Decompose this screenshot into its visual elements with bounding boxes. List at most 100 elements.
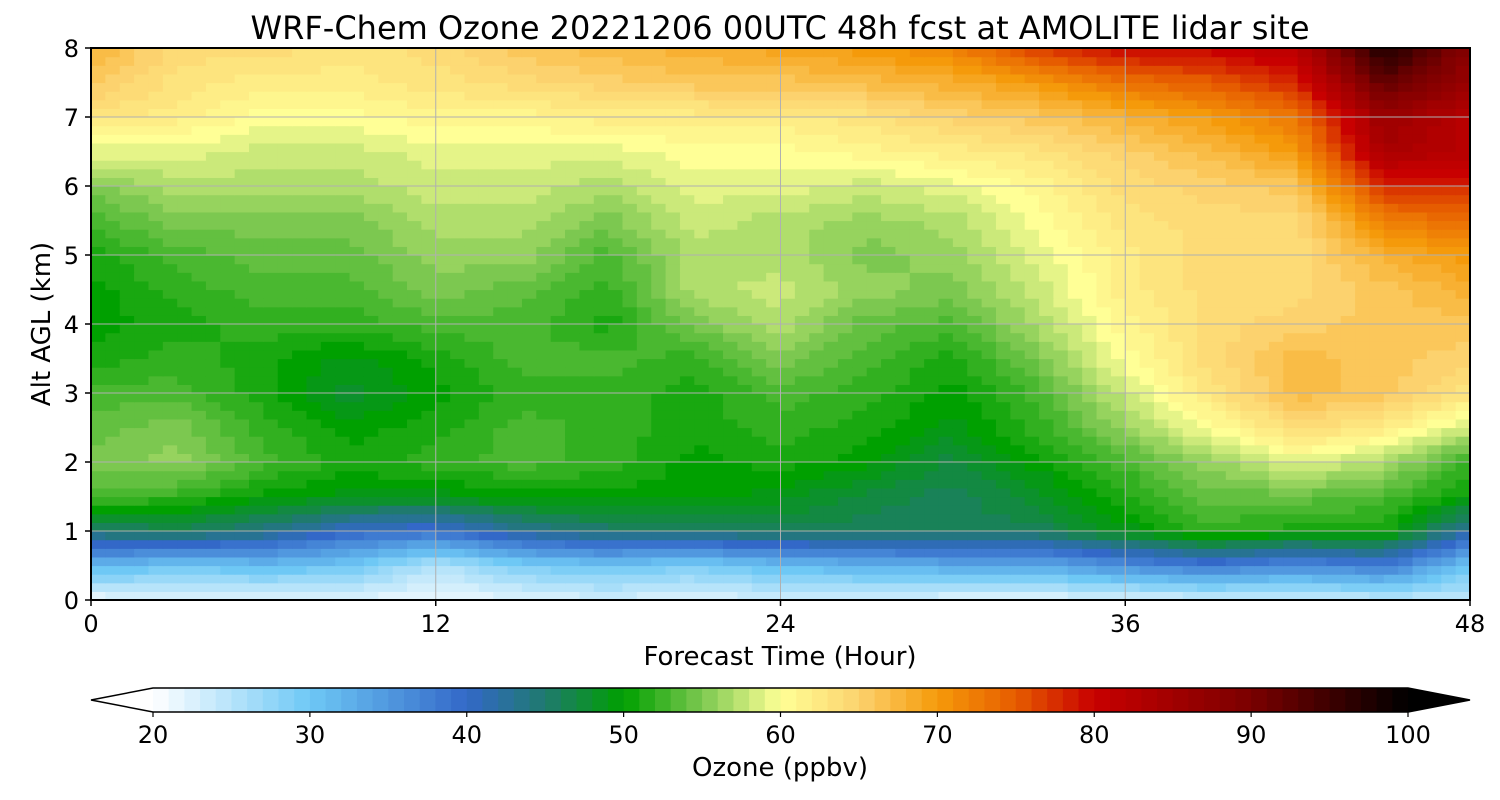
contour-cell bbox=[493, 306, 509, 316]
contour-cell bbox=[493, 522, 509, 532]
contour-cell bbox=[1455, 280, 1470, 291]
contour-cell bbox=[636, 384, 652, 394]
contour-cell bbox=[1383, 401, 1399, 411]
contour-cell bbox=[737, 462, 753, 472]
contour-cell bbox=[881, 315, 897, 325]
contour-cell bbox=[895, 582, 911, 592]
contour-cell bbox=[493, 565, 509, 575]
contour-cell bbox=[1197, 289, 1213, 299]
contour-cell bbox=[708, 229, 724, 239]
contour-cell bbox=[1082, 436, 1098, 446]
contour-cell bbox=[1096, 470, 1112, 480]
contour-cell bbox=[1283, 255, 1299, 265]
contour-cell bbox=[507, 513, 523, 523]
contour-cell bbox=[1326, 410, 1342, 420]
contour-cell bbox=[1326, 367, 1342, 377]
contour-cell bbox=[924, 263, 940, 273]
contour-cell bbox=[1082, 177, 1098, 187]
contour-cell bbox=[407, 211, 422, 222]
contour-cell bbox=[809, 298, 825, 308]
contour-cell bbox=[995, 470, 1011, 480]
contour-cell bbox=[1168, 186, 1184, 196]
contour-cell bbox=[91, 203, 106, 213]
contour-cell bbox=[794, 462, 810, 472]
contour-cell bbox=[751, 565, 767, 575]
contour-cell bbox=[292, 255, 308, 265]
contour-cell bbox=[1311, 582, 1327, 592]
contour-cell bbox=[1182, 427, 1198, 437]
contour-cell bbox=[450, 220, 466, 230]
contour-cell bbox=[1311, 453, 1327, 463]
contour-cell bbox=[292, 462, 308, 472]
contour-cell bbox=[1039, 375, 1055, 385]
contour-cell bbox=[435, 470, 451, 480]
contour-cell bbox=[421, 410, 437, 420]
contour-cell bbox=[1383, 444, 1399, 454]
contour-cell bbox=[895, 393, 911, 403]
contour-cell bbox=[1110, 255, 1126, 265]
contour-cell bbox=[134, 332, 150, 342]
contour-cell bbox=[521, 177, 537, 187]
contour-cell bbox=[119, 255, 135, 265]
contour-cell bbox=[593, 453, 609, 463]
contour-cell bbox=[679, 548, 695, 558]
contour-cell bbox=[177, 522, 193, 532]
contour-cell bbox=[565, 194, 580, 204]
contour-cell bbox=[924, 470, 940, 480]
contour-cell bbox=[493, 375, 509, 385]
contour-cell bbox=[134, 393, 150, 403]
contour-cell bbox=[1383, 151, 1399, 161]
contour-cell bbox=[694, 479, 710, 489]
contour-cell bbox=[1355, 272, 1371, 282]
contour-cell bbox=[1139, 263, 1155, 273]
contour-cell bbox=[205, 246, 221, 256]
contour-cell bbox=[952, 470, 968, 480]
contour-cell bbox=[1182, 194, 1198, 204]
contour-cell bbox=[881, 565, 897, 575]
contour-cell bbox=[1398, 194, 1414, 204]
contour-cell bbox=[866, 453, 882, 463]
contour-cell bbox=[1426, 246, 1442, 256]
contour-cell bbox=[1355, 393, 1371, 403]
contour-cell bbox=[1139, 531, 1155, 541]
contour-cell bbox=[1426, 487, 1442, 498]
contour-cell bbox=[823, 289, 839, 299]
contour-cell bbox=[1455, 349, 1470, 360]
contour-cell bbox=[1024, 375, 1040, 385]
contour-cell bbox=[249, 237, 264, 247]
contour-cell bbox=[909, 401, 925, 411]
contour-cell bbox=[464, 341, 480, 351]
contour-cell bbox=[550, 393, 566, 403]
contour-cell bbox=[421, 505, 437, 515]
contour-cell bbox=[866, 186, 882, 196]
contour-cell bbox=[493, 289, 509, 299]
contour-cell bbox=[450, 160, 466, 170]
contour-cell bbox=[622, 220, 638, 230]
contour-cell bbox=[1225, 358, 1241, 368]
contour-cell bbox=[1067, 548, 1083, 558]
contour-cell bbox=[335, 324, 351, 334]
contour-cell bbox=[1096, 332, 1112, 342]
contour-cell bbox=[1412, 444, 1428, 454]
contour-cell bbox=[995, 487, 1011, 498]
contour-cell bbox=[1039, 349, 1055, 360]
contour-cell bbox=[622, 375, 638, 385]
contour-cell bbox=[493, 410, 509, 420]
contour-cell bbox=[1240, 574, 1256, 584]
contour-cell bbox=[292, 237, 308, 247]
contour-cell bbox=[435, 246, 451, 256]
contour-cell bbox=[1225, 280, 1241, 291]
contour-cell bbox=[1153, 211, 1169, 222]
contour-cell bbox=[665, 565, 681, 575]
contour-cell bbox=[823, 556, 839, 567]
contour-cell bbox=[1326, 556, 1342, 567]
contour-cell bbox=[277, 384, 293, 394]
contour-cell bbox=[1369, 272, 1385, 282]
contour-cell bbox=[665, 315, 681, 325]
contour-cell bbox=[981, 556, 997, 567]
contour-cell bbox=[1398, 574, 1414, 584]
contour-cell bbox=[1211, 436, 1227, 446]
contour-cell bbox=[378, 151, 394, 161]
contour-cell bbox=[134, 220, 150, 230]
contour-cell bbox=[1297, 246, 1313, 256]
